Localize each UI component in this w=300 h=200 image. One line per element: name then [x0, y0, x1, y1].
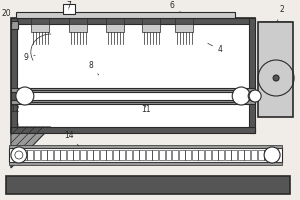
Bar: [106, 24, 124, 32]
Polygon shape: [258, 66, 276, 78]
Bar: [11, 127, 255, 133]
Circle shape: [15, 151, 23, 159]
Bar: [6, 176, 290, 194]
Polygon shape: [276, 78, 294, 90]
Circle shape: [232, 87, 250, 105]
Bar: [172, 150, 178, 160]
Bar: [176, 24, 193, 32]
Bar: [11, 18, 17, 133]
Bar: [11, 88, 255, 92]
Bar: [113, 150, 119, 160]
Bar: [9, 162, 282, 165]
Bar: [139, 150, 145, 160]
Bar: [74, 150, 80, 160]
Bar: [11, 100, 255, 104]
Text: 8: 8: [88, 62, 99, 75]
Bar: [80, 150, 86, 160]
Bar: [25, 90, 241, 102]
Bar: [238, 150, 244, 160]
Circle shape: [273, 75, 279, 81]
Bar: [192, 150, 198, 160]
Bar: [251, 150, 257, 160]
Bar: [258, 22, 293, 117]
Bar: [34, 150, 40, 160]
Bar: [67, 150, 73, 160]
Text: 2: 2: [277, 5, 284, 21]
Text: 20: 20: [1, 9, 12, 24]
Text: 4: 4: [208, 43, 223, 54]
Bar: [11, 18, 255, 133]
Bar: [9, 145, 282, 148]
Bar: [126, 150, 132, 160]
Bar: [69, 24, 87, 32]
Bar: [179, 150, 184, 160]
Bar: [218, 150, 224, 160]
Bar: [16, 12, 235, 18]
Bar: [40, 150, 46, 160]
Bar: [60, 150, 66, 160]
Text: 14: 14: [64, 130, 79, 146]
Bar: [159, 150, 165, 160]
Bar: [27, 150, 33, 160]
Bar: [249, 18, 255, 133]
Bar: [63, 4, 75, 14]
Bar: [212, 150, 218, 160]
Bar: [225, 150, 231, 160]
Polygon shape: [276, 60, 288, 78]
Bar: [119, 150, 125, 160]
Circle shape: [16, 87, 34, 105]
Bar: [93, 150, 99, 160]
Bar: [21, 150, 27, 160]
Bar: [264, 150, 270, 160]
Circle shape: [249, 90, 261, 102]
Bar: [185, 150, 191, 160]
Bar: [244, 150, 250, 160]
Circle shape: [264, 147, 280, 163]
Text: 12: 12: [10, 106, 20, 125]
Polygon shape: [260, 22, 291, 58]
Bar: [9, 148, 282, 162]
Bar: [31, 24, 49, 32]
Polygon shape: [265, 78, 276, 96]
Bar: [11, 21, 18, 29]
Bar: [87, 150, 93, 160]
Text: 6: 6: [170, 1, 180, 12]
Bar: [11, 18, 255, 24]
Circle shape: [248, 91, 258, 101]
Polygon shape: [11, 127, 51, 168]
Bar: [47, 150, 53, 160]
Bar: [106, 150, 112, 160]
Bar: [54, 150, 60, 160]
Bar: [257, 150, 263, 160]
Bar: [166, 150, 172, 160]
Bar: [198, 150, 204, 160]
Bar: [205, 150, 211, 160]
Bar: [231, 150, 237, 160]
Bar: [142, 24, 160, 32]
Text: 11: 11: [141, 105, 150, 114]
Circle shape: [11, 147, 27, 163]
Bar: [152, 150, 158, 160]
Text: 7: 7: [66, 1, 71, 10]
Bar: [100, 150, 106, 160]
Text: 9: 9: [23, 52, 35, 62]
Bar: [133, 150, 139, 160]
Bar: [146, 150, 152, 160]
